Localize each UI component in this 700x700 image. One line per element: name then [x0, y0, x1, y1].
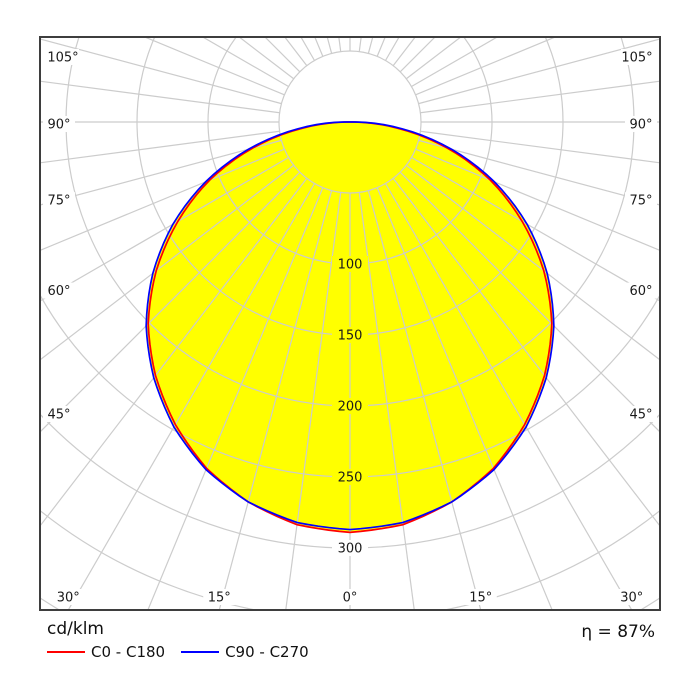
ring-label-200: 200	[338, 400, 363, 415]
grid-spoke	[218, 190, 333, 609]
angle-label: 90°	[629, 118, 652, 133]
grid-spoke	[41, 171, 301, 432]
angle-label-bg	[203, 589, 236, 605]
grid-spoke	[392, 177, 659, 526]
grid-spoke	[326, 38, 333, 54]
legend-rows: C0 - C180 C90 - C270	[47, 643, 325, 661]
grid-spoke	[285, 192, 342, 609]
ring-label-bg	[332, 540, 368, 556]
grid-spoke	[418, 139, 659, 206]
grid-spoke	[405, 164, 659, 360]
angle-label: 0°	[343, 591, 358, 606]
angle-label-bg	[43, 282, 75, 299]
grid-spoke	[399, 38, 435, 73]
grid-spoke	[415, 148, 659, 251]
angle-label: 75°	[47, 194, 70, 209]
ring-label-bg	[332, 398, 368, 414]
angle-label-bg	[621, 49, 653, 65]
grid-spoke	[420, 80, 659, 114]
grid-spoke	[147, 187, 324, 609]
ring-label-300: 300	[338, 542, 363, 557]
grid-spoke	[415, 38, 555, 96]
curve-c90-c270	[145, 121, 555, 531]
angle-label-bg	[615, 589, 648, 605]
angle-label-bg	[43, 406, 75, 422]
angle-label: 60°	[47, 284, 70, 299]
grid-spoke	[358, 192, 415, 609]
angle-label: 30°	[57, 591, 80, 606]
grid-spoke	[376, 187, 553, 609]
legend-swatch-c90-line	[181, 651, 220, 653]
grid-spoke	[392, 38, 416, 67]
angle-label: 30°	[620, 591, 643, 606]
angle-label: 75°	[629, 194, 652, 209]
grid-spoke	[41, 80, 280, 114]
angle-label-bg	[47, 49, 79, 65]
grid-spoke	[284, 38, 308, 67]
angle-label: 15°	[208, 591, 231, 606]
grid-spoke	[376, 38, 386, 57]
grid-spoke	[203, 38, 289, 88]
ring-label-bg	[332, 469, 368, 485]
grid-spoke	[265, 38, 301, 73]
legend-unit-label: cd/klm	[47, 619, 104, 639]
grid-spoke	[399, 171, 659, 432]
angle-label: 105°	[621, 51, 652, 66]
grid-spoke	[367, 190, 482, 609]
grid-spoke	[41, 38, 282, 105]
angle-label-bg	[625, 406, 657, 422]
legend-entry-c90-c270: C90 - C270	[225, 643, 309, 661]
angle-label-bg	[464, 589, 497, 605]
legend-entry-c0-c180: C0 - C180	[91, 643, 166, 661]
grid-spoke	[411, 156, 659, 302]
ring-label-100: 100	[338, 258, 363, 273]
grid-spoke	[41, 156, 289, 302]
grid-spoke	[41, 139, 282, 206]
grid-spoke	[145, 38, 285, 96]
grid-spoke	[41, 177, 308, 526]
angle-label-bg	[625, 192, 657, 209]
angle-label-bg	[625, 116, 657, 132]
grid-spoke	[420, 130, 659, 164]
legend-swatch-c0-line	[47, 651, 85, 653]
angle-label-bg	[52, 589, 85, 605]
angle-label: 105°	[47, 51, 78, 66]
angle-label-bg	[334, 589, 366, 605]
ring-label-bg	[332, 327, 368, 343]
legend: cd/klm C0 - C180 C90 - C270	[47, 620, 325, 661]
grid-spoke	[367, 38, 374, 54]
angle-label: 45°	[629, 408, 652, 423]
grid-spoke	[314, 38, 324, 57]
ring-label-250: 250	[338, 471, 363, 486]
angle-label-bg	[625, 282, 657, 299]
grid-spoke	[41, 130, 280, 164]
angle-label: 60°	[629, 284, 652, 299]
angle-label: 90°	[47, 118, 70, 133]
grid-spoke	[41, 164, 295, 360]
angle-label: 15°	[469, 591, 492, 606]
grid-spoke	[418, 38, 659, 105]
ring-label-bg	[332, 256, 368, 272]
angle-label-bg	[43, 116, 75, 132]
plot-border	[39, 36, 661, 611]
ring-label-150: 150	[338, 329, 363, 344]
curve-c0-c180	[147, 121, 553, 534]
efficiency-value: η = 87%	[581, 622, 655, 642]
grid-spoke	[41, 148, 285, 251]
angle-label-bg	[43, 192, 75, 209]
angle-label: 45°	[47, 408, 70, 423]
grid-spoke	[411, 38, 497, 88]
